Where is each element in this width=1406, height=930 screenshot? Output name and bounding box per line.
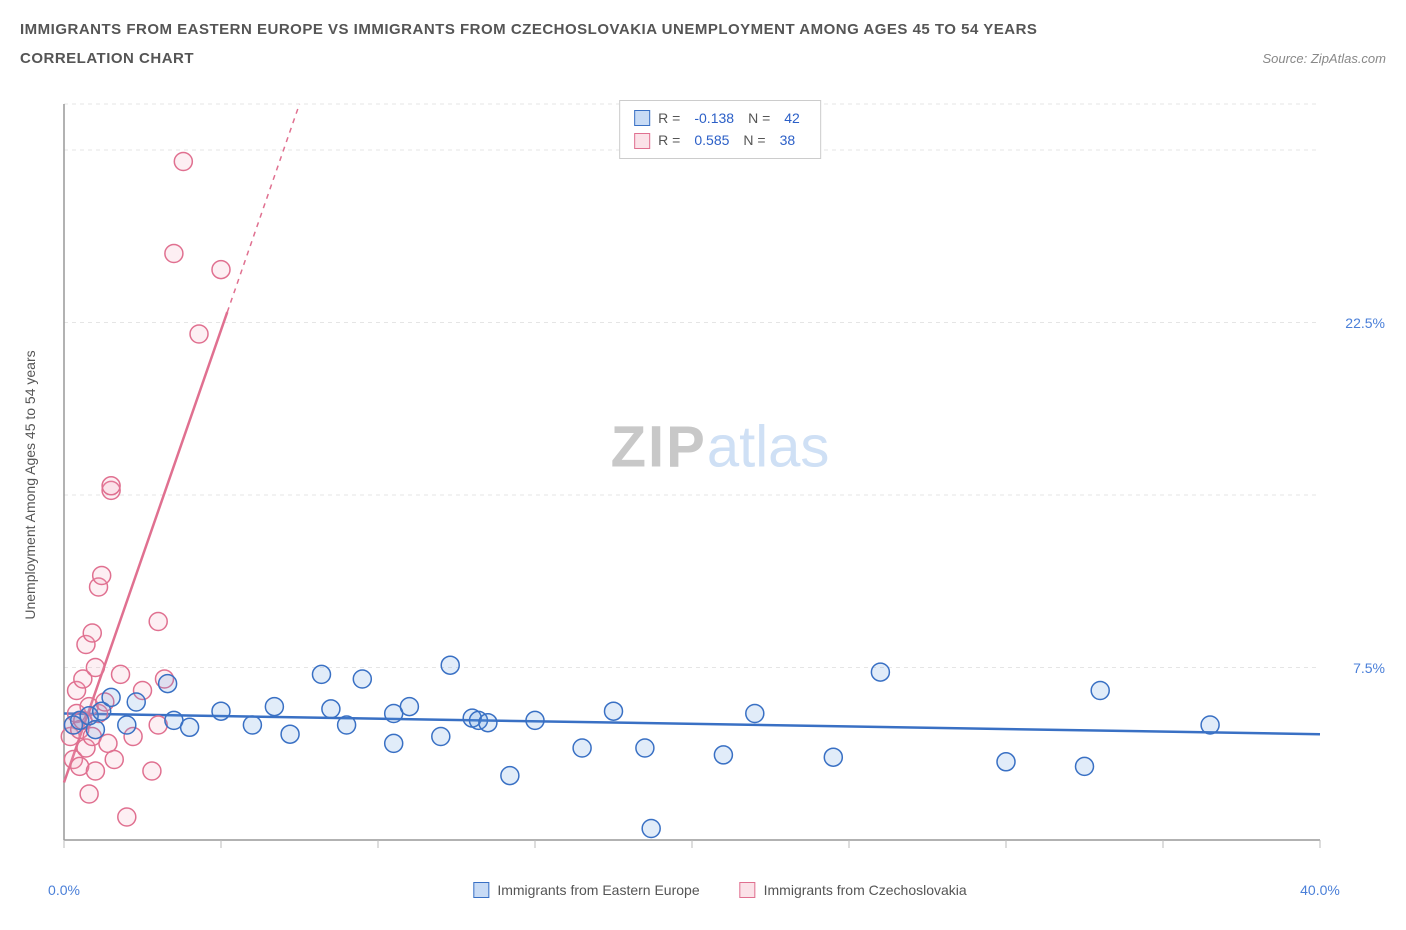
bottom-legend-swatch-0	[473, 882, 489, 898]
bottom-legend: Immigrants from Eastern Europe Immigrant…	[473, 882, 966, 898]
n-label-1: N =	[743, 129, 765, 151]
chart-subtitle: CORRELATION CHART	[20, 50, 194, 67]
source-prefix: Source:	[1262, 51, 1310, 66]
bottom-legend-item-0: Immigrants from Eastern Europe	[473, 882, 699, 898]
n-value-0: 42	[778, 107, 806, 129]
r-label-0: R =	[658, 107, 680, 129]
r-value-0: -0.138	[688, 107, 740, 129]
legend-stats-row-0: R = -0.138 N = 42	[634, 107, 806, 129]
bottom-legend-label-1: Immigrants from Czechoslovakia	[764, 882, 967, 898]
y-tick-label: 22.5%	[1345, 315, 1385, 331]
legend-stats-row-1: R = 0.585 N = 38	[634, 129, 806, 151]
bottom-legend-label-0: Immigrants from Eastern Europe	[497, 882, 699, 898]
bottom-legend-item-1: Immigrants from Czechoslovakia	[740, 882, 967, 898]
bottom-legend-swatch-1	[740, 882, 756, 898]
x-tick-label: 40.0%	[1300, 882, 1340, 898]
scatter-plot	[60, 100, 1380, 870]
legend-stats-box: R = -0.138 N = 42 R = 0.585 N = 38	[619, 100, 821, 159]
subtitle-row: CORRELATION CHART Source: ZipAtlas.com	[20, 50, 1386, 67]
chart-area: Unemployment Among Ages 45 to 54 years Z…	[60, 100, 1380, 870]
chart-title: IMMIGRANTS FROM EASTERN EUROPE VS IMMIGR…	[20, 18, 1386, 42]
legend-swatch-0	[634, 110, 650, 126]
y-tick-label: 7.5%	[1353, 660, 1385, 676]
x-tick-label: 0.0%	[48, 882, 80, 898]
r-label-1: R =	[658, 129, 680, 151]
n-value-1: 38	[774, 129, 802, 151]
y-axis-label: Unemployment Among Ages 45 to 54 years	[22, 350, 38, 619]
chart-header: IMMIGRANTS FROM EASTERN EUROPE VS IMMIGR…	[0, 0, 1406, 67]
source-name: ZipAtlas.com	[1311, 51, 1386, 66]
n-label-0: N =	[748, 107, 770, 129]
source-attribution: Source: ZipAtlas.com	[1262, 51, 1386, 66]
r-value-1: 0.585	[688, 129, 735, 151]
legend-swatch-1	[634, 133, 650, 149]
